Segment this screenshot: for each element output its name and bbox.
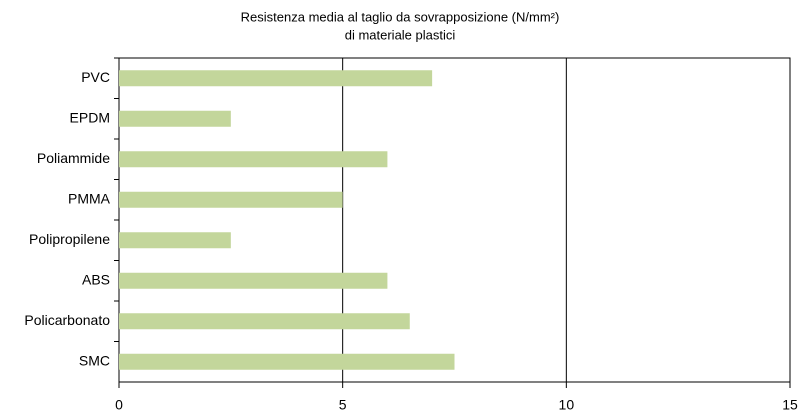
chart-title: Resistenza media al taglio da sovrapposi… xyxy=(241,9,560,24)
x-tick-label: 15 xyxy=(782,397,798,413)
y-tick-label: PVC xyxy=(81,69,110,85)
bar xyxy=(119,232,231,249)
plot-area xyxy=(118,57,791,383)
bar xyxy=(119,151,388,168)
x-tick-label: 5 xyxy=(339,397,347,413)
x-tick-label: 10 xyxy=(559,397,575,413)
bar xyxy=(119,353,455,370)
bar xyxy=(119,191,343,208)
y-tick-label: SMC xyxy=(79,352,110,368)
y-tick-label: ABS xyxy=(82,271,110,287)
x-tick-label: 0 xyxy=(115,397,123,413)
bar xyxy=(119,272,388,289)
chart-title: di materiale plastici xyxy=(345,27,456,42)
y-tick-label: Polipropilene xyxy=(29,231,110,247)
bar xyxy=(119,313,410,330)
bar xyxy=(119,70,433,87)
y-tick-label: Policarbonato xyxy=(24,312,110,328)
y-tick-label: EPDM xyxy=(70,109,110,125)
y-tick-label: PMMA xyxy=(68,190,111,206)
bar xyxy=(119,110,231,127)
y-tick-label: Poliammide xyxy=(37,150,110,166)
